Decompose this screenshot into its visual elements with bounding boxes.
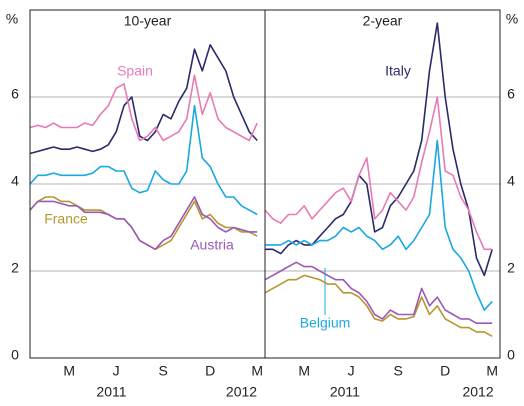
series-label: France bbox=[44, 211, 88, 227]
text-layer: 10-year% 0 2 4 6 M J S D M 2011 2012 Spain France Aust… bbox=[6, 11, 518, 400]
y-unit: % bbox=[6, 11, 18, 27]
y-tick-label: 2 bbox=[507, 260, 515, 276]
grid-layer bbox=[30, 96, 500, 272]
series-line bbox=[264, 274, 493, 337]
x-tick-label: S bbox=[393, 363, 402, 379]
series-line bbox=[265, 139, 493, 311]
series-label: Italy bbox=[385, 63, 411, 79]
series-line bbox=[29, 104, 258, 216]
x-tick-label: D bbox=[205, 363, 215, 379]
line-layer bbox=[29, 22, 493, 337]
series-label: Austria bbox=[190, 237, 234, 253]
x-tick-label: S bbox=[158, 363, 167, 379]
y-tick-label: 4 bbox=[507, 173, 515, 189]
x-tick-label: M bbox=[63, 363, 75, 379]
y-tick-label: 4 bbox=[11, 173, 19, 189]
series-label: Spain bbox=[117, 63, 153, 79]
year-label: 2011 bbox=[96, 384, 126, 400]
y-tick-label: 0 bbox=[11, 347, 19, 363]
y-tick-label: 0 bbox=[507, 347, 515, 363]
series-line bbox=[29, 74, 258, 142]
panel-title: 2-year bbox=[363, 13, 403, 29]
series-label: Belgium bbox=[300, 315, 351, 331]
series-line bbox=[264, 96, 493, 251]
series-line bbox=[264, 261, 493, 324]
x-tick-label: M bbox=[298, 363, 310, 379]
year-label: 2012 bbox=[226, 384, 257, 400]
series-line bbox=[265, 22, 493, 277]
y-tick-label: 2 bbox=[11, 260, 19, 276]
y-tick-label: 6 bbox=[11, 86, 19, 102]
panel-title: 10-year bbox=[124, 13, 172, 29]
series-line bbox=[29, 44, 258, 155]
x-tick-label: J bbox=[113, 363, 120, 379]
x-tick-label: M bbox=[486, 363, 498, 379]
x-tick-label: J bbox=[348, 363, 355, 379]
year-label: 2011 bbox=[330, 384, 360, 400]
y-unit: % bbox=[506, 11, 518, 27]
x-tick-label: M bbox=[251, 363, 263, 379]
y-tick-label: 6 bbox=[507, 86, 515, 102]
year-label: 2012 bbox=[462, 384, 493, 400]
x-tick-label: D bbox=[440, 363, 450, 379]
series-line bbox=[29, 196, 258, 251]
